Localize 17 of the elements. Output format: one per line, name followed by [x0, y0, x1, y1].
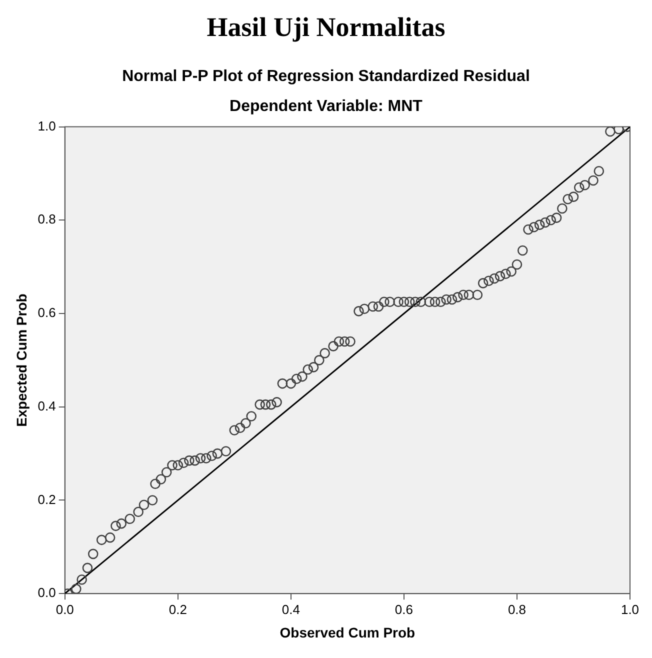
x-tick-label: 1.0 [620, 602, 640, 617]
x-tick-label: 0.0 [56, 602, 74, 617]
x-tick-label: 0.4 [282, 602, 300, 617]
y-tick-label: 1.0 [38, 118, 56, 134]
x-tick-label: 0.2 [168, 602, 187, 617]
chart-subtitle: Normal P-P Plot of Regression Standardized Residual [121, 68, 531, 86]
y-tick-label: 0.4 [38, 398, 56, 414]
x-tick-label: 0.6 [394, 602, 413, 617]
y-tick-label: 0.6 [38, 305, 56, 320]
text: Dependent Variable: MNT [228, 98, 424, 116]
y-tick-label: 0.0 [38, 585, 56, 600]
y-axis-title: Expected Cum Prob [13, 294, 30, 427]
x-tick-label: 0.8 [508, 602, 526, 617]
x-axis-title: Observed Cum Prob [280, 624, 416, 640]
y-tick-label: 0.8 [38, 212, 56, 227]
y-tick-label: 0.2 [38, 492, 56, 507]
chart-title: Hasil Uji Normalitas [206, 12, 446, 44]
